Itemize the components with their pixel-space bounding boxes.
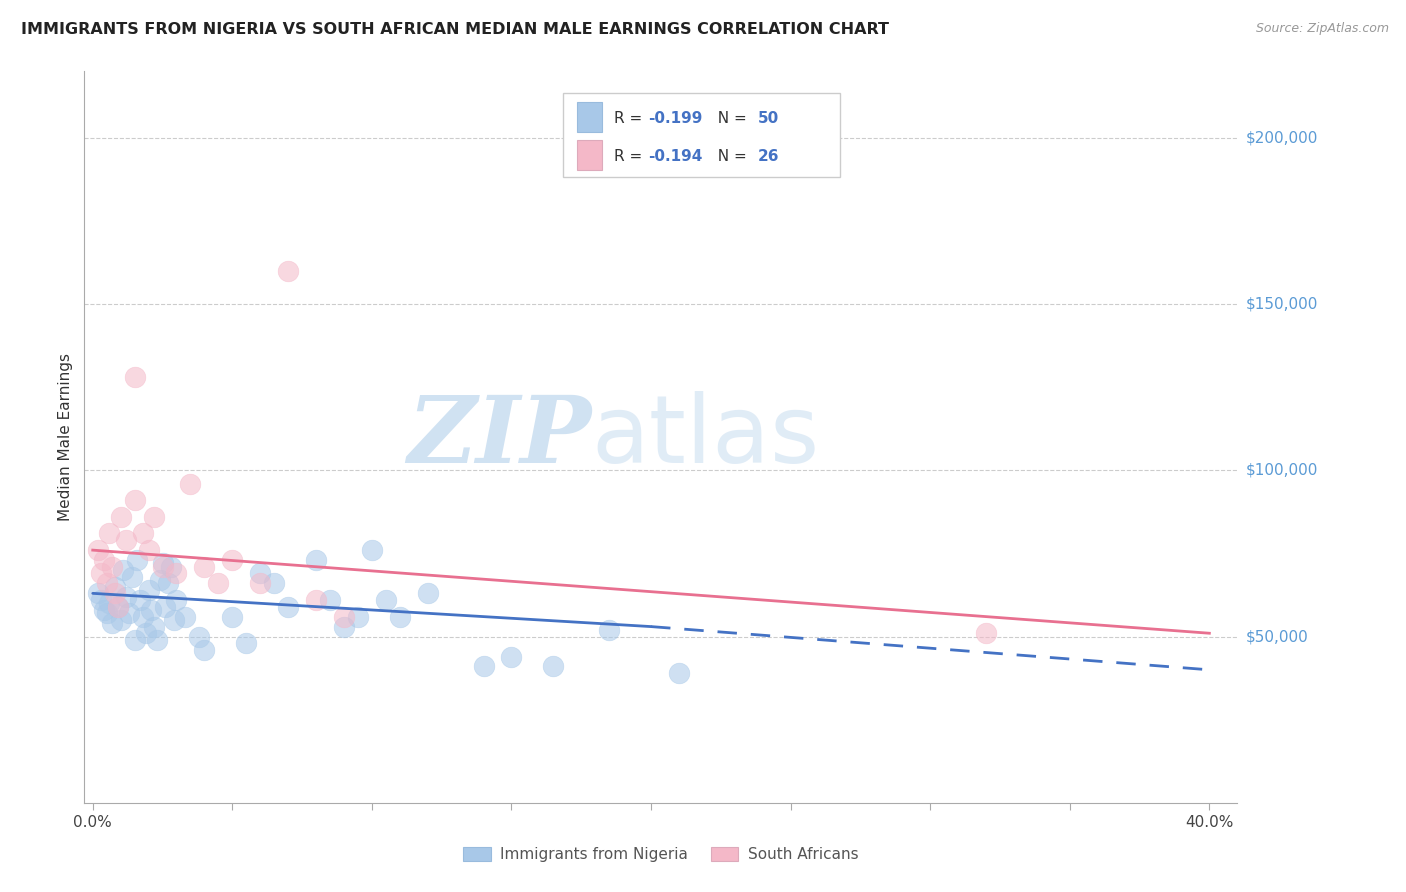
Text: R =: R = <box>613 111 647 126</box>
Point <box>90 593 112 607</box>
Point <box>107 599 129 614</box>
Point <box>87 543 110 558</box>
Point <box>129 593 152 607</box>
Point <box>235 636 257 650</box>
Point <box>152 557 174 571</box>
Point <box>333 609 356 624</box>
Point <box>98 596 121 610</box>
Point <box>374 593 396 607</box>
Point <box>93 553 115 567</box>
Point <box>179 476 201 491</box>
Text: -0.194: -0.194 <box>648 149 703 164</box>
Point <box>110 613 132 627</box>
Point <box>388 609 411 624</box>
Point <box>163 613 186 627</box>
Point <box>333 619 356 633</box>
Point <box>141 603 163 617</box>
Point <box>115 533 138 548</box>
Text: 26: 26 <box>758 149 779 164</box>
Point <box>347 609 370 624</box>
Point <box>152 559 174 574</box>
Text: $200,000: $200,000 <box>1246 130 1317 145</box>
Point <box>277 599 299 614</box>
Point <box>87 586 110 600</box>
Point <box>166 566 188 581</box>
Y-axis label: Median Male Earnings: Median Male Earnings <box>58 353 73 521</box>
Point <box>249 576 271 591</box>
Point <box>118 607 141 621</box>
Text: $150,000: $150,000 <box>1246 297 1317 311</box>
Point <box>143 509 166 524</box>
Point <box>93 603 115 617</box>
Point <box>501 649 523 664</box>
Point <box>121 570 143 584</box>
Text: atlas: atlas <box>592 391 820 483</box>
Point <box>668 666 690 681</box>
Point <box>124 632 146 647</box>
Text: ZIP: ZIP <box>408 392 592 482</box>
FancyBboxPatch shape <box>576 103 602 132</box>
Point <box>166 593 188 607</box>
Point <box>127 553 149 567</box>
Point <box>96 607 118 621</box>
Point <box>112 563 135 577</box>
Point <box>207 576 229 591</box>
Point <box>138 543 160 558</box>
Point <box>157 576 180 591</box>
Point <box>124 493 146 508</box>
Text: $100,000: $100,000 <box>1246 463 1317 478</box>
Point <box>90 566 112 581</box>
Point <box>138 582 160 597</box>
Point <box>249 566 271 581</box>
Point <box>96 576 118 591</box>
Text: -0.199: -0.199 <box>648 111 703 126</box>
Point <box>98 526 121 541</box>
Point <box>416 586 439 600</box>
Point <box>104 586 127 600</box>
Point <box>305 553 328 567</box>
Point <box>187 630 209 644</box>
Point <box>107 599 129 614</box>
Point <box>110 509 132 524</box>
Text: R =: R = <box>613 149 647 164</box>
Point <box>132 526 155 541</box>
Point <box>143 619 166 633</box>
Point <box>124 370 146 384</box>
Point <box>160 559 183 574</box>
Text: 50: 50 <box>758 111 779 126</box>
Text: IMMIGRANTS FROM NIGERIA VS SOUTH AFRICAN MEDIAN MALE EARNINGS CORRELATION CHART: IMMIGRANTS FROM NIGERIA VS SOUTH AFRICAN… <box>21 22 889 37</box>
Point <box>115 590 138 604</box>
Text: $50,000: $50,000 <box>1246 629 1309 644</box>
Point <box>221 553 243 567</box>
Point <box>135 626 157 640</box>
Point <box>104 580 127 594</box>
Point <box>101 559 124 574</box>
Point <box>361 543 384 558</box>
Text: Source: ZipAtlas.com: Source: ZipAtlas.com <box>1256 22 1389 36</box>
Point <box>472 659 495 673</box>
Point <box>155 599 177 614</box>
Point <box>146 632 169 647</box>
Point <box>132 609 155 624</box>
Point <box>173 609 195 624</box>
Point <box>263 576 285 591</box>
Point <box>543 659 565 673</box>
Text: N =: N = <box>709 111 752 126</box>
Point <box>221 609 243 624</box>
Point <box>149 573 172 587</box>
FancyBboxPatch shape <box>562 94 839 178</box>
Point <box>598 623 620 637</box>
Text: N =: N = <box>709 149 752 164</box>
FancyBboxPatch shape <box>576 140 602 169</box>
Point <box>305 593 328 607</box>
Point <box>193 643 215 657</box>
Legend: Immigrants from Nigeria, South Africans: Immigrants from Nigeria, South Africans <box>457 840 865 868</box>
Point <box>193 559 215 574</box>
Point <box>277 264 299 278</box>
Point <box>319 593 342 607</box>
Point <box>101 616 124 631</box>
Point <box>974 626 997 640</box>
